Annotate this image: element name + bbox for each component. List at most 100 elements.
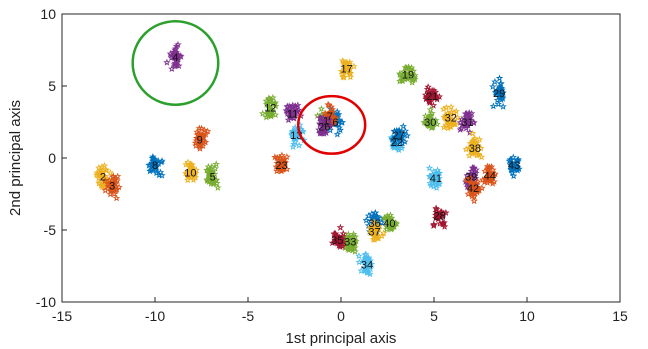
cluster-8-points xyxy=(145,153,166,179)
data-point xyxy=(203,166,211,174)
data-point xyxy=(338,118,347,126)
cluster-label-11: 11 xyxy=(287,108,298,120)
x-tick-label: 15 xyxy=(612,308,628,324)
x-tick-label: -5 xyxy=(242,308,255,324)
data-point xyxy=(214,183,222,191)
data-point xyxy=(204,162,213,170)
data-point xyxy=(471,134,479,142)
data-point xyxy=(331,233,339,241)
data-point xyxy=(283,153,291,161)
data-point xyxy=(335,123,343,132)
data-point xyxy=(499,102,507,110)
cluster-41-points xyxy=(425,164,444,191)
data-point xyxy=(477,144,485,152)
cluster-33-points xyxy=(340,230,360,255)
data-point xyxy=(464,190,472,198)
data-point xyxy=(372,227,380,235)
data-point xyxy=(113,185,121,193)
data-point xyxy=(336,242,344,251)
plot-frame xyxy=(61,13,621,303)
scatter-points xyxy=(92,40,523,278)
data-point xyxy=(473,147,481,155)
data-point xyxy=(340,73,348,81)
data-point xyxy=(204,127,212,135)
data-point xyxy=(335,110,343,118)
data-point xyxy=(344,64,352,72)
data-point xyxy=(506,156,515,164)
cluster-label-10: 10 xyxy=(184,167,196,179)
data-point xyxy=(271,111,280,119)
data-point xyxy=(149,154,158,162)
data-point xyxy=(97,173,106,181)
data-point xyxy=(169,52,178,60)
data-point xyxy=(362,261,370,269)
cluster-label-3: 3 xyxy=(109,180,115,192)
data-point xyxy=(426,105,435,113)
data-point xyxy=(422,95,430,103)
data-point xyxy=(369,222,377,230)
data-point xyxy=(350,62,358,70)
data-point xyxy=(491,77,499,85)
data-point xyxy=(373,223,381,231)
data-point xyxy=(395,127,404,135)
data-point xyxy=(489,102,498,110)
data-point xyxy=(509,153,517,161)
data-point xyxy=(383,220,392,228)
data-point xyxy=(184,158,192,166)
data-point xyxy=(429,123,437,131)
data-point xyxy=(175,61,183,70)
data-point xyxy=(475,135,484,143)
data-point xyxy=(324,111,333,119)
data-point xyxy=(468,181,476,189)
y-tick-label: 10 xyxy=(40,6,56,22)
data-point xyxy=(324,114,332,122)
data-point xyxy=(434,210,442,218)
data-point xyxy=(258,109,267,117)
data-point xyxy=(425,172,434,180)
y-tick-label: -10 xyxy=(36,294,56,310)
data-point xyxy=(440,222,449,230)
cluster-37-points xyxy=(366,218,388,243)
data-point xyxy=(401,127,410,135)
data-point xyxy=(327,108,335,116)
data-point xyxy=(434,179,443,187)
data-point xyxy=(92,171,101,179)
data-point xyxy=(425,164,434,172)
data-point xyxy=(362,250,370,258)
y-tick-label: 5 xyxy=(48,78,56,94)
data-point xyxy=(387,218,395,226)
data-point xyxy=(464,176,472,184)
data-point xyxy=(432,116,440,124)
data-point xyxy=(363,255,372,263)
cluster-31-points xyxy=(456,109,478,136)
y-tick-label: -5 xyxy=(44,222,57,238)
data-point xyxy=(388,135,397,143)
data-point xyxy=(362,216,370,224)
data-point xyxy=(324,100,332,108)
data-point xyxy=(355,258,363,266)
data-point xyxy=(387,225,395,233)
x-tick-label: -10 xyxy=(145,308,165,324)
data-point xyxy=(392,126,401,134)
data-point xyxy=(96,166,104,174)
data-point xyxy=(443,109,452,117)
highlight-ellipse-1 xyxy=(131,19,220,106)
cluster-10-points xyxy=(181,158,201,184)
cluster-19-points xyxy=(396,63,419,86)
data-point xyxy=(355,252,363,260)
data-point xyxy=(298,127,307,135)
data-point xyxy=(286,113,295,121)
data-point xyxy=(212,160,220,168)
cluster-3-points xyxy=(101,172,123,202)
data-point xyxy=(470,118,478,127)
data-point xyxy=(344,246,353,254)
data-point xyxy=(271,153,279,161)
cluster-11-points xyxy=(282,101,305,124)
data-point xyxy=(477,153,486,161)
data-point xyxy=(429,93,438,101)
cluster-32-points xyxy=(439,103,462,132)
data-point xyxy=(295,141,303,149)
cluster-29-points xyxy=(489,74,507,110)
data-point xyxy=(442,103,451,111)
